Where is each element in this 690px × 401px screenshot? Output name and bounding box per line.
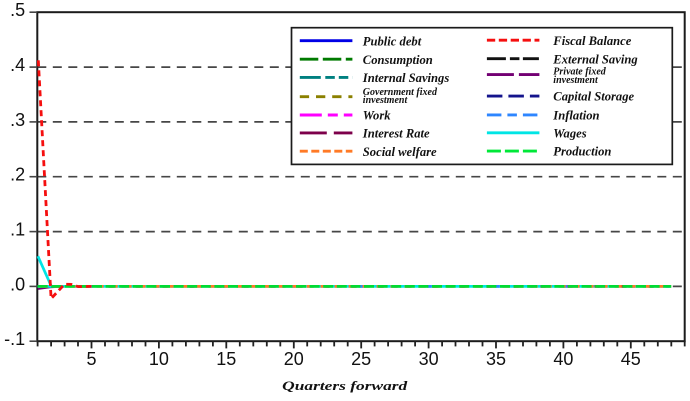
svg-text:Interest Rate: Interest Rate xyxy=(362,127,430,141)
svg-text:.2: .2 xyxy=(10,165,25,185)
svg-text:Wages: Wages xyxy=(553,126,586,140)
svg-text:Private fixed: Private fixed xyxy=(553,66,606,77)
svg-text:.5: .5 xyxy=(10,0,25,20)
svg-text:45: 45 xyxy=(621,349,641,369)
svg-text:Consumption: Consumption xyxy=(363,53,433,67)
svg-text:10: 10 xyxy=(149,349,169,369)
svg-text:Capital Storage: Capital Storage xyxy=(553,90,634,104)
svg-text:investment: investment xyxy=(553,75,599,86)
svg-text:40: 40 xyxy=(553,349,573,369)
svg-text:.1: .1 xyxy=(10,220,25,240)
svg-text:Production: Production xyxy=(553,145,611,159)
svg-text:Fiscal Balance: Fiscal Balance xyxy=(552,34,631,48)
svg-text:.0: .0 xyxy=(10,274,25,294)
svg-text:Government fixed: Government fixed xyxy=(363,87,438,98)
svg-text:Inflation: Inflation xyxy=(552,109,599,123)
svg-text:.3: .3 xyxy=(10,110,25,130)
svg-text:.4: .4 xyxy=(10,55,25,75)
svg-text:5: 5 xyxy=(86,349,96,369)
svg-text:35: 35 xyxy=(486,349,506,369)
svg-text:Internal Savings: Internal Savings xyxy=(362,71,450,85)
svg-text:25: 25 xyxy=(351,349,371,369)
svg-text:-.1: -.1 xyxy=(4,329,25,349)
svg-text:15: 15 xyxy=(216,349,236,369)
svg-text:Public debt: Public debt xyxy=(363,34,422,48)
svg-text:Quarters forward: Quarters forward xyxy=(282,379,407,393)
svg-text:20: 20 xyxy=(284,349,304,369)
svg-text:investment: investment xyxy=(363,95,409,106)
svg-text:Work: Work xyxy=(363,109,391,123)
svg-text:External Saving: External Saving xyxy=(552,52,637,66)
svg-text:30: 30 xyxy=(419,349,439,369)
svg-text:Social welfare: Social welfare xyxy=(363,145,437,159)
